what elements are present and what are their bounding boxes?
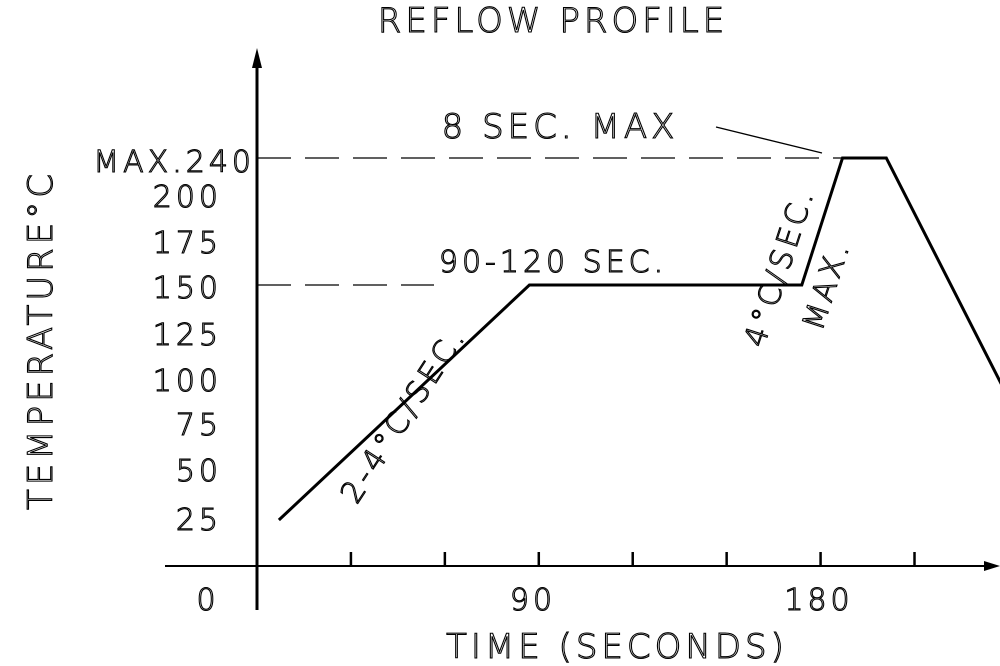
- y-tick-label-200: 200: [153, 180, 222, 215]
- x-tick-label-0: 0: [196, 583, 219, 618]
- chart-title: REFLOW PROFILE: [378, 1, 728, 41]
- y-tick-label-175: 175: [153, 226, 222, 261]
- y-axis-label: TEMPERATURE°C: [21, 170, 61, 510]
- x-axis-arrowhead: [984, 561, 1000, 571]
- annotation-soak-duration: 90-120 SEC.: [439, 245, 667, 280]
- y-tick-label-100: 100: [153, 364, 222, 399]
- annotation-peak-hold: 8 SEC. MAX: [442, 107, 679, 147]
- y-tick-label-50: 50: [176, 454, 222, 489]
- annotation-peak-ramp-max: MAX.: [796, 236, 858, 335]
- y-tick-label-150: 150: [153, 271, 222, 306]
- y-axis-arrowhead: [252, 48, 262, 68]
- y-tick-label-75: 75: [176, 408, 222, 443]
- y-tick-label-max-240: MAX.240: [93, 145, 255, 180]
- peak-hold-leader-line: [715, 126, 823, 154]
- y-tick-label-125: 125: [153, 318, 222, 353]
- x-axis-label: TIME (SECONDS): [446, 627, 788, 666]
- x-tick-label-180: 180: [784, 583, 853, 618]
- annotation-ramp-up-rate: 2-4°C/SEC.: [334, 320, 474, 510]
- reflow-profile-line: [277, 156, 1000, 522]
- x-axis-ticks: [349, 552, 916, 566]
- y-tick-label-25: 25: [176, 503, 222, 538]
- x-tick-label-90: 90: [510, 583, 556, 618]
